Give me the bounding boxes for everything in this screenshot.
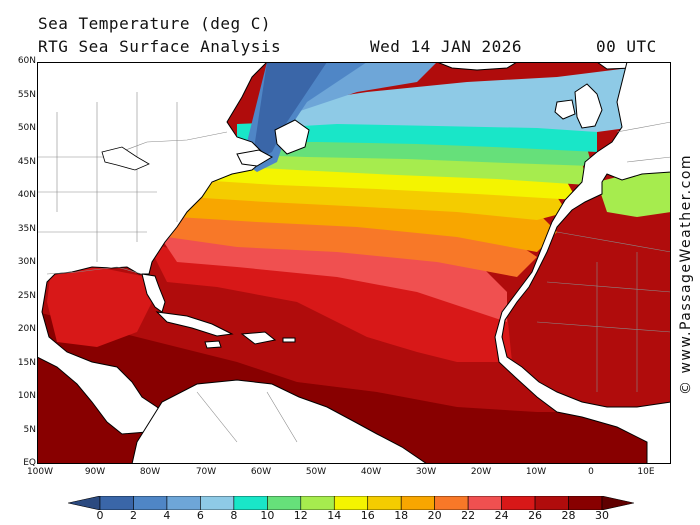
- newfoundland-land: [274, 119, 310, 155]
- sst-band-gulf: [47, 262, 152, 347]
- sst-band-subtropical-warm: [147, 242, 512, 362]
- color-bar-label: 2: [129, 509, 137, 522]
- british-isles-land: [574, 83, 603, 129]
- lon-label: 80W: [139, 467, 161, 477]
- lat-label: EQ: [23, 458, 36, 468]
- color-bar-swatch: [133, 496, 168, 510]
- great-lakes: [101, 146, 150, 171]
- lon-label: 60W: [250, 467, 272, 477]
- lon-label: 0: [588, 467, 594, 477]
- lat-label: 50N: [17, 123, 36, 133]
- hispaniola-land: [240, 331, 277, 345]
- color-bar-label: 4: [163, 509, 171, 522]
- ireland-land: [554, 99, 576, 120]
- sst-band-10: [237, 120, 597, 152]
- map-title: Sea Temperature (deg C): [38, 14, 272, 33]
- color-bar-swatch: [333, 496, 369, 510]
- color-bar-label: 14: [327, 509, 342, 522]
- color-bar-swatch: [267, 496, 302, 510]
- nova-scotia-land: [236, 149, 274, 167]
- color-bar-swatch: [501, 496, 536, 510]
- lat-label: 15N: [17, 358, 36, 368]
- lon-label: 10W: [525, 467, 547, 477]
- color-bar-label: 28: [561, 509, 576, 522]
- color-bar-label: 26: [528, 509, 543, 522]
- credit-text: © www.PassageWeather.com: [678, 153, 694, 395]
- color-bar-label: 8: [230, 509, 238, 522]
- jamaica-land: [204, 340, 222, 349]
- lat-label: 30N: [17, 257, 36, 267]
- lat-label: 25N: [17, 291, 36, 301]
- color-bar-swatch: [233, 496, 268, 510]
- color-bar-label: 22: [461, 509, 476, 522]
- lon-label: 30W: [415, 467, 437, 477]
- cuba-land: [155, 311, 234, 337]
- color-bar-swatch: [534, 496, 569, 510]
- lat-label: 55N: [17, 90, 36, 100]
- color-bar-swatch: [568, 496, 603, 510]
- color-bar-swatch: [367, 496, 402, 510]
- lat-label: 35N: [17, 224, 36, 234]
- lat-label: 60N: [17, 56, 36, 66]
- lat-label: 45N: [17, 157, 36, 167]
- lat-label: 20N: [17, 324, 36, 334]
- puerto-rico-land: [282, 337, 296, 343]
- lon-label: 90W: [84, 467, 106, 477]
- color-bar-label: 30: [595, 509, 609, 522]
- political-borders: [37, 92, 671, 443]
- color-bar-label: 16: [360, 509, 375, 522]
- color-bar-swatch: [434, 496, 469, 510]
- color-bar-swatch: [99, 496, 134, 510]
- forecast-time: 00 UTC: [596, 37, 657, 56]
- color-bar-label: 12: [293, 509, 308, 522]
- color-bar-high-triangle: [601, 496, 634, 510]
- florida-land: [141, 273, 166, 313]
- lat-label: 10N: [17, 391, 36, 401]
- color-bar-label: 10: [260, 509, 275, 522]
- color-bar-swatch: [400, 496, 435, 510]
- color-bar-label: 0: [96, 509, 104, 522]
- sst-band-mediterranean: [597, 167, 671, 217]
- lon-label: 20W: [470, 467, 492, 477]
- forecast-date: Wed 14 JAN 2026: [370, 37, 522, 56]
- lon-label: 40W: [360, 467, 382, 477]
- color-bar-low-triangle: [68, 496, 101, 510]
- lat-label: 40N: [17, 190, 36, 200]
- sst-band-2: [252, 62, 327, 162]
- lon-label: 50W: [305, 467, 327, 477]
- lon-label: 70W: [195, 467, 217, 477]
- map-border: [37, 62, 671, 464]
- lon-label: 100W: [26, 467, 54, 477]
- color-bar-swatch: [300, 496, 335, 510]
- south-america-land: [131, 379, 428, 464]
- color-bar-swatch: [166, 496, 201, 510]
- color-bar-label: 20: [427, 509, 442, 522]
- sst-band-20: [177, 192, 557, 252]
- map-subtitle: RTG Sea Surface Analysis: [38, 37, 282, 56]
- sea-temperature-map: [37, 62, 671, 464]
- color-bar-label: 24: [494, 509, 509, 522]
- color-bar-swatch: [467, 496, 502, 510]
- temperature-color-bar: [68, 496, 634, 510]
- color-bar-label: 6: [196, 509, 204, 522]
- greenland-land: [436, 62, 518, 71]
- lon-label: 10E: [637, 467, 655, 477]
- sst-band-16: [197, 162, 577, 200]
- europe-africa-land: [494, 62, 671, 464]
- color-bar-swatch: [200, 496, 235, 510]
- lat-label: 5N: [23, 425, 36, 435]
- color-bar-label: 18: [394, 509, 409, 522]
